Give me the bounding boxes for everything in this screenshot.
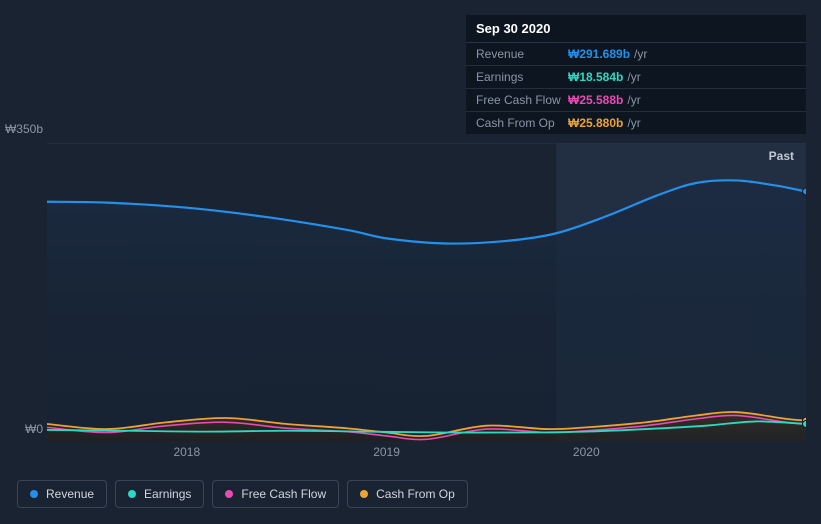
tooltip-row-suffix: /yr: [627, 70, 640, 84]
tooltip-row-label: Free Cash Flow: [476, 93, 568, 107]
y-axis-label: ₩0: [25, 422, 43, 436]
past-label: Past: [769, 149, 794, 163]
tooltip-row-suffix: /yr: [634, 47, 647, 61]
chart-plot-area: Past: [47, 143, 806, 441]
x-axis-label: 2019: [373, 445, 400, 459]
tooltip-row-value: ₩18.584b: [568, 70, 623, 84]
legend-item-label: Cash From Op: [376, 487, 455, 501]
tooltip-row-suffix: /yr: [627, 93, 640, 107]
tooltip-row: Revenue₩291.689b/yr: [466, 43, 806, 66]
legend-dot-icon: [30, 490, 38, 498]
x-axis-label: 2018: [173, 445, 200, 459]
chart-tooltip: Sep 30 2020 Revenue₩291.689b/yrEarnings₩…: [466, 15, 806, 134]
y-axis-label: ₩350b: [5, 122, 43, 136]
tooltip-row-value: ₩25.588b: [568, 93, 623, 107]
chart-legend: Revenue Earnings Free Cash Flow Cash From O…: [17, 480, 468, 508]
tooltip-row: Free Cash Flow₩25.588b/yr: [466, 89, 806, 112]
legend-item-label: Revenue: [46, 487, 94, 501]
legend-item-label: Free Cash Flow: [241, 487, 326, 501]
legend-dot-icon: [128, 490, 136, 498]
tooltip-row-value: ₩291.689b: [568, 47, 630, 61]
legend-item-label: Earnings: [144, 487, 191, 501]
tooltip-row-label: Cash From Op: [476, 116, 568, 130]
tooltip-row-label: Earnings: [476, 70, 568, 84]
tooltip-row-value: ₩25.880b: [568, 116, 623, 130]
legend-item[interactable]: Earnings: [115, 480, 204, 508]
legend-dot-icon: [225, 490, 233, 498]
tooltip-row-suffix: /yr: [627, 116, 640, 130]
legend-item[interactable]: Cash From Op: [347, 480, 468, 508]
legend-item[interactable]: Revenue: [17, 480, 107, 508]
tooltip-row: Cash From Op₩25.880b/yr: [466, 112, 806, 134]
x-axis: 2018 2019 2020: [47, 445, 806, 465]
tooltip-row-label: Revenue: [476, 47, 568, 61]
legend-dot-icon: [360, 490, 368, 498]
x-axis-label: 2020: [573, 445, 600, 459]
tooltip-date: Sep 30 2020: [466, 15, 806, 43]
tooltip-row: Earnings₩18.584b/yr: [466, 66, 806, 89]
legend-item[interactable]: Free Cash Flow: [212, 480, 339, 508]
